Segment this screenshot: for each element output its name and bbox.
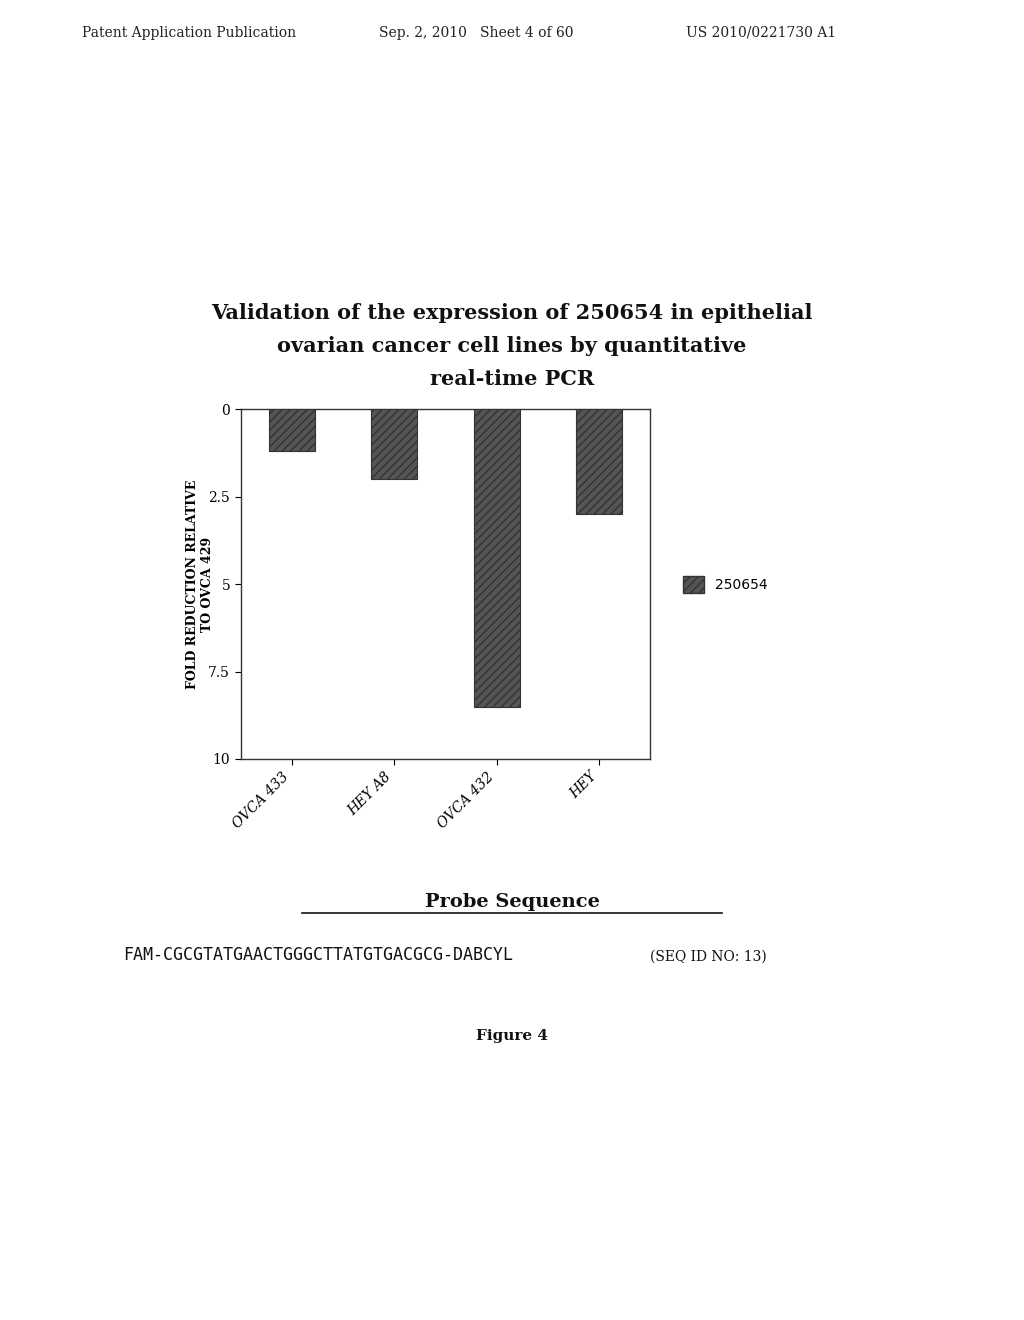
Text: Validation of the expression of 250654 in epithelial: Validation of the expression of 250654 i… xyxy=(211,304,813,323)
Text: Figure 4: Figure 4 xyxy=(476,1028,548,1043)
Text: real-time PCR: real-time PCR xyxy=(430,370,594,389)
Text: ovarian cancer cell lines by quantitative: ovarian cancer cell lines by quantitativ… xyxy=(278,337,746,356)
Text: US 2010/0221730 A1: US 2010/0221730 A1 xyxy=(686,26,837,40)
Y-axis label: FOLD REDUCTION RELATIVE
TO OVCA 429: FOLD REDUCTION RELATIVE TO OVCA 429 xyxy=(186,479,214,689)
Text: Probe Sequence: Probe Sequence xyxy=(425,892,599,911)
Bar xyxy=(575,409,623,515)
Text: Sep. 2, 2010   Sheet 4 of 60: Sep. 2, 2010 Sheet 4 of 60 xyxy=(379,26,573,40)
Bar xyxy=(268,409,314,451)
Text: FAM-CGCGTATGAACTGGGCTTATGTGACGCG-DABCYL: FAM-CGCGTATGAACTGGGCTTATGTGACGCG-DABCYL xyxy=(123,945,513,964)
Legend: 250654: 250654 xyxy=(678,570,773,598)
Bar xyxy=(473,409,519,706)
Text: Patent Application Publication: Patent Application Publication xyxy=(82,26,296,40)
Text: (SEQ ID NO: 13): (SEQ ID NO: 13) xyxy=(650,949,767,964)
Bar xyxy=(371,409,418,479)
